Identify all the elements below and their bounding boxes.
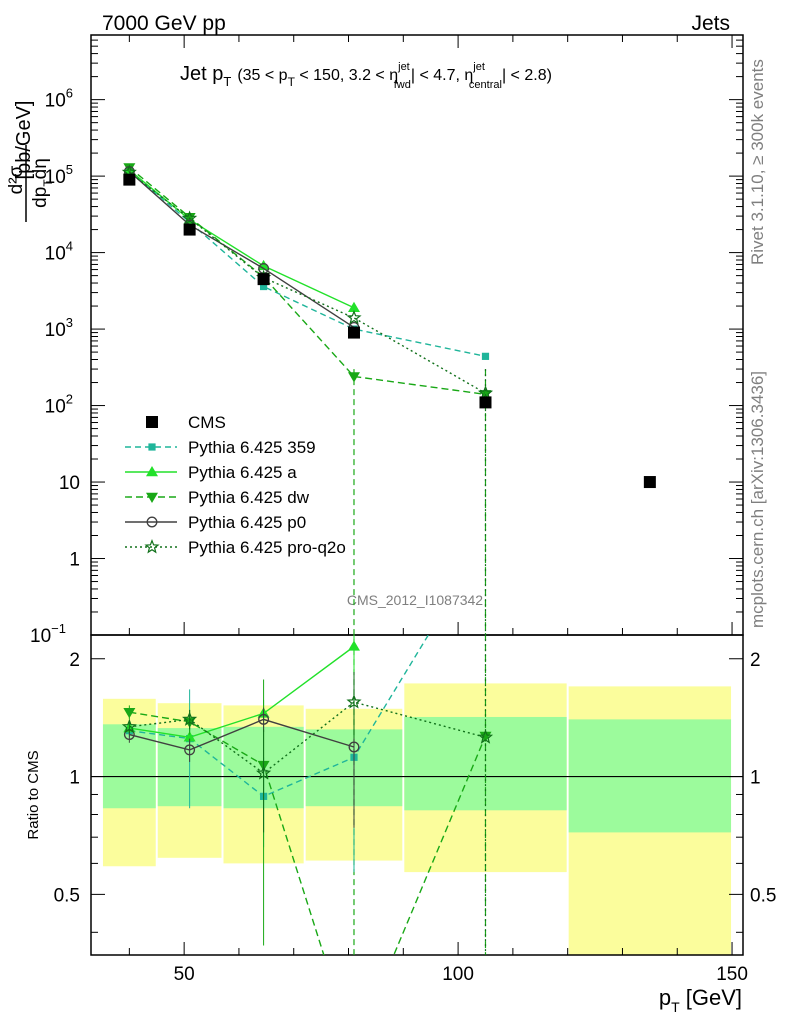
legend-label-2: Pythia 6.425 a: [188, 463, 297, 482]
ratio-point-1-1: [183, 731, 196, 742]
y-axis-label-ratio: Ratio to CMS: [25, 750, 42, 839]
main-point-0-2: [259, 282, 268, 291]
legend-marker-3: [146, 492, 158, 503]
ratio-point-4-3: [346, 694, 362, 709]
ratio-tick-label-right-0.5: 0.5: [750, 885, 776, 906]
main-line-0: [128, 170, 486, 358]
cms-point-1: [183, 223, 196, 236]
main-point-4-3: [346, 309, 362, 325]
y-tick-label-main-7: 10−1: [30, 621, 66, 647]
y-tick-label-main-4: 102: [45, 392, 73, 418]
side-label-rivet: Rivet 3.1.10, ≥ 300k events: [748, 59, 767, 265]
plot-title: Jet pT (35 < pT < 150, 3.2 < ηjet fwd| < 4…: [180, 61, 552, 91]
main-line-3: [128, 170, 355, 329]
y-tick-label-main-2: 104: [45, 239, 73, 265]
ratio-point-4-4: [477, 729, 494, 744]
legend-label-3: Pythia 6.425 dw: [188, 488, 310, 507]
header-left: 7000 GeV pp: [102, 12, 226, 35]
ratio-tick-label-right-2: 2: [750, 650, 761, 671]
title-cuts-d: | < 2.8): [502, 67, 552, 84]
ratio-tick-label-1: 1: [69, 768, 80, 789]
y-tick-label-main-5: 10: [59, 473, 80, 494]
legend-label-5: Pythia 6.425 pro-q2o: [188, 538, 346, 557]
main-line-1: [128, 169, 355, 309]
ratio-point-2-0: [123, 708, 136, 719]
y-label-unit: [pb/GeV]: [13, 101, 35, 180]
main-point-2-0: [123, 163, 136, 174]
analysis-id: CMS_2012_I1087342: [347, 592, 483, 608]
legend: CMS Pythia 6.425 359 Pythia 6.425 a Pythia …: [125, 413, 346, 557]
x-tick-label-50: 50: [174, 964, 195, 985]
y-label-numerator: d²σ: [6, 165, 27, 194]
title-cuts-b-sub: fwd: [394, 79, 411, 91]
main-line-4: [128, 171, 486, 394]
title-cuts-b: < 150, 3.2 < η: [295, 67, 398, 84]
legend-marker-2: [146, 466, 158, 477]
title-main: Jet p: [180, 63, 223, 85]
main-point-1-3: [347, 301, 360, 312]
ratio-panel-frame: [90, 634, 744, 956]
cms-point-0: [123, 173, 136, 186]
ratio-point-4-0: [121, 718, 137, 734]
legend-marker-1: [148, 443, 156, 451]
ratio-point-3-3: [348, 741, 360, 753]
ratio-line-1: [129, 645, 355, 739]
y-tick-label-main-3: 103: [45, 315, 73, 341]
ratio-tick-label-right-1: 1: [750, 768, 761, 789]
ratio-point-3-1: [184, 744, 196, 756]
ratio-tick-label-0.5: 0.5: [54, 885, 80, 906]
ratio-series: [121, 635, 494, 955]
ratio-point-1-3: [347, 640, 360, 651]
title-cuts-c-sub: central: [469, 79, 502, 91]
legend-marker-0: [146, 416, 158, 428]
ratio-line-3: [129, 718, 355, 751]
title-cuts-c: | < 4.7, η: [411, 67, 473, 84]
ratio-uncertainty-bands: [102, 683, 732, 955]
cms-point-5: [643, 476, 656, 489]
legend-label-0: CMS: [188, 413, 226, 432]
y-tick-label-main-6: 1: [69, 550, 80, 571]
cms-point-2: [257, 273, 270, 286]
legend-marker-4: [146, 516, 158, 528]
ratio-point-4-2: [256, 765, 272, 780]
x-axis-label: pT [GeV]: [659, 985, 742, 1015]
title-cuts-a-sub: T: [288, 75, 296, 89]
title-cuts-b-sup: jet: [397, 61, 410, 73]
main-point-2-3: [347, 372, 360, 383]
title-cuts-c-sup: jet: [472, 61, 485, 73]
side-label-mcplots: mcplots.cern.ch [arXiv:1306.3436]: [748, 371, 767, 628]
ratio-point-2-4: [479, 731, 492, 742]
main-line-2: [128, 166, 486, 396]
y-axis-label-main: [pb/GeV] d²σ dpTdη: [6, 101, 55, 222]
x-tick-label-100: 100: [442, 964, 474, 985]
title-main-sub: T: [223, 74, 231, 89]
y-label-denominator: dpTdη: [30, 158, 55, 208]
ratio-line-4: [129, 701, 486, 775]
ratio-tick-label-2: 2: [69, 650, 80, 671]
main-point-0-4: [481, 352, 490, 360]
y-tick-label-main-0: 106: [45, 86, 73, 112]
band-stat-5: [568, 719, 732, 833]
legend-label-1: Pythia 6.425 359: [188, 438, 316, 457]
ratio-point-3-2: [258, 713, 270, 725]
legend-marker-5: [144, 539, 160, 554]
header-right: Jets: [691, 12, 730, 35]
cms-point-3: [347, 326, 360, 339]
main-point-1-2: [257, 259, 270, 271]
x-tick-label-150: 150: [716, 964, 748, 985]
y-tick-label-main-1: 105: [45, 162, 73, 188]
main-point-4-1: [181, 210, 198, 225]
title-cuts-a: (35 < p: [237, 67, 287, 84]
legend-label-4: Pythia 6.425 p0: [188, 513, 306, 532]
ratio-point-4-1: [181, 711, 198, 726]
cms-point-4: [479, 396, 492, 409]
